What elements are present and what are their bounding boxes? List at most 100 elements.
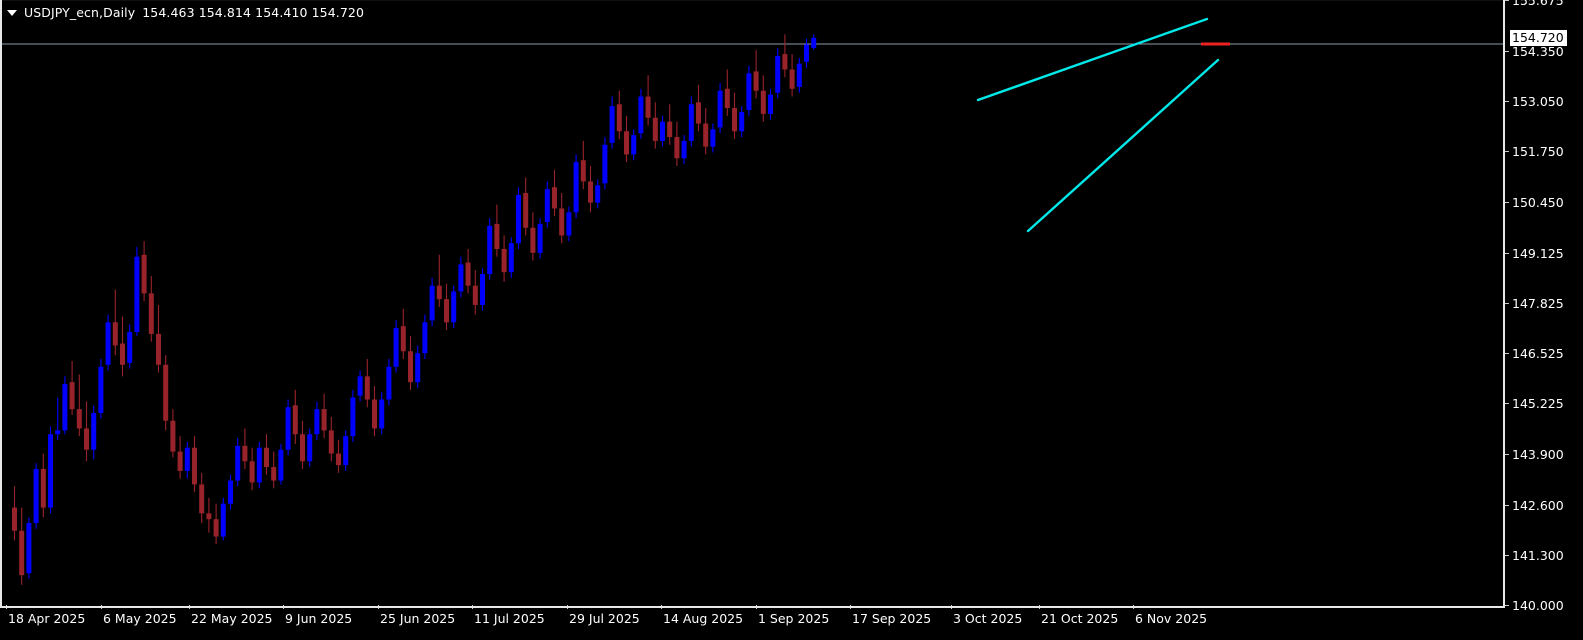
price-tick-dash [1505,454,1509,456]
chart-frame-left [0,0,2,608]
candle-body [768,94,773,114]
candle-body [343,436,349,466]
candle-body [48,434,53,508]
price-tick-dash [1505,353,1509,355]
candle-body [91,413,97,450]
candle-body [681,140,687,159]
price-tick-label: 142.600 [1512,497,1564,513]
price-tick: 140.000 [1505,599,1583,613]
candle-body [55,430,61,435]
candle-body [444,299,449,323]
candle-body [40,468,46,508]
price-tick-dash [1505,252,1509,254]
time-scale[interactable]: 18 Apr 2025 6 May 2025 22 May 2025 9 Jun 20… [0,605,1505,640]
price-tick-dash [1505,201,1509,203]
candle-body [739,111,745,132]
price-tick-label: 150.450 [1512,194,1564,210]
candle-body [415,353,421,383]
candle-body [307,434,313,462]
price-tick-label: 153.050 [1512,94,1564,110]
candle-body [127,331,133,363]
candle-body [379,399,385,429]
price-tick: 143.900 [1505,448,1583,462]
price-tick: 146.525 [1505,347,1583,361]
candle-body [537,223,543,253]
candle-body [487,225,493,275]
lower-support-trendline[interactable] [1026,58,1220,233]
price-tick: 145.225 [1505,397,1583,411]
candle-body [667,121,673,138]
candle-body [753,71,759,91]
candle-body [228,480,233,504]
date-tick-label: 29 Jul 2025 [569,611,640,626]
candle-body [559,208,565,236]
candle-body [386,366,392,400]
candle-body [508,243,514,273]
candle-body [156,333,161,365]
candle-body [192,447,197,485]
candle-body [393,328,399,367]
candle-body [436,285,442,300]
candle-body [220,503,226,537]
date-tick-label: 17 Sep 2025 [852,611,932,626]
date-tick-label: 6 May 2025 [103,611,177,626]
candle-body [775,56,781,93]
candle-body [782,54,788,70]
candle-body [148,293,154,334]
price-tick-dash [1505,101,1509,103]
date-tick-label: 14 Aug 2025 [663,611,744,626]
candle-body [688,104,694,141]
candle-body [616,104,622,132]
price-tick: 150.450 [1505,194,1583,210]
candle-body [631,135,637,155]
candle-body [141,254,147,294]
price-tick: 153.050 [1505,95,1583,109]
date-tick-label: 22 May 2025 [191,611,273,626]
candle-body [357,376,363,396]
candle-body [566,212,572,236]
candle-body [292,405,298,435]
price-tick: 141.300 [1505,548,1583,563]
price-scale[interactable]: 155.675 154.350 153.050 151.750 150.450 149.1… [1505,0,1583,640]
candle-body [660,121,665,141]
date-tick-label: 1 Sep 2025 [758,611,830,626]
price-tick-label: 146.525 [1512,346,1564,362]
candle-body [278,449,284,481]
candle-body [602,144,608,184]
price-tick-dash [1505,302,1509,304]
candle-body [458,264,464,292]
candle-body [652,117,658,141]
date-tick-label: 25 Jun 2025 [380,611,456,626]
date-tick-label: 11 Jul 2025 [474,611,545,626]
candle-body [789,69,795,89]
candle-body [112,322,118,346]
candle-body [451,291,457,323]
candle-body [422,322,428,354]
candle-body [206,513,212,520]
candle-body [595,185,601,203]
candle-body [199,484,205,514]
price-tick-label: 155.675 [1512,0,1564,8]
candle-body [588,181,593,203]
candle-body [235,445,241,481]
candle-body [12,507,17,531]
candle-body [271,467,277,481]
price-tick: 142.600 [1505,497,1583,513]
candle-body [530,227,536,253]
candle-body [170,420,176,452]
price-tick: 154.350 [1505,45,1583,59]
candle-body [163,364,169,421]
candle-body [465,262,471,286]
price-tick-dash [1505,504,1509,506]
candle-body [184,447,190,471]
candle-body [321,409,327,431]
price-tick-dash [1505,605,1509,606]
price-tick: 147.825 [1505,296,1583,311]
price-tick-label: 140.000 [1512,598,1564,613]
price-tick-dash [1505,151,1509,153]
candle-body [760,90,766,114]
candle-body [69,382,75,410]
upper-resistance-trendline[interactable] [976,17,1209,102]
candlestick-plot-area[interactable] [2,1,1503,606]
